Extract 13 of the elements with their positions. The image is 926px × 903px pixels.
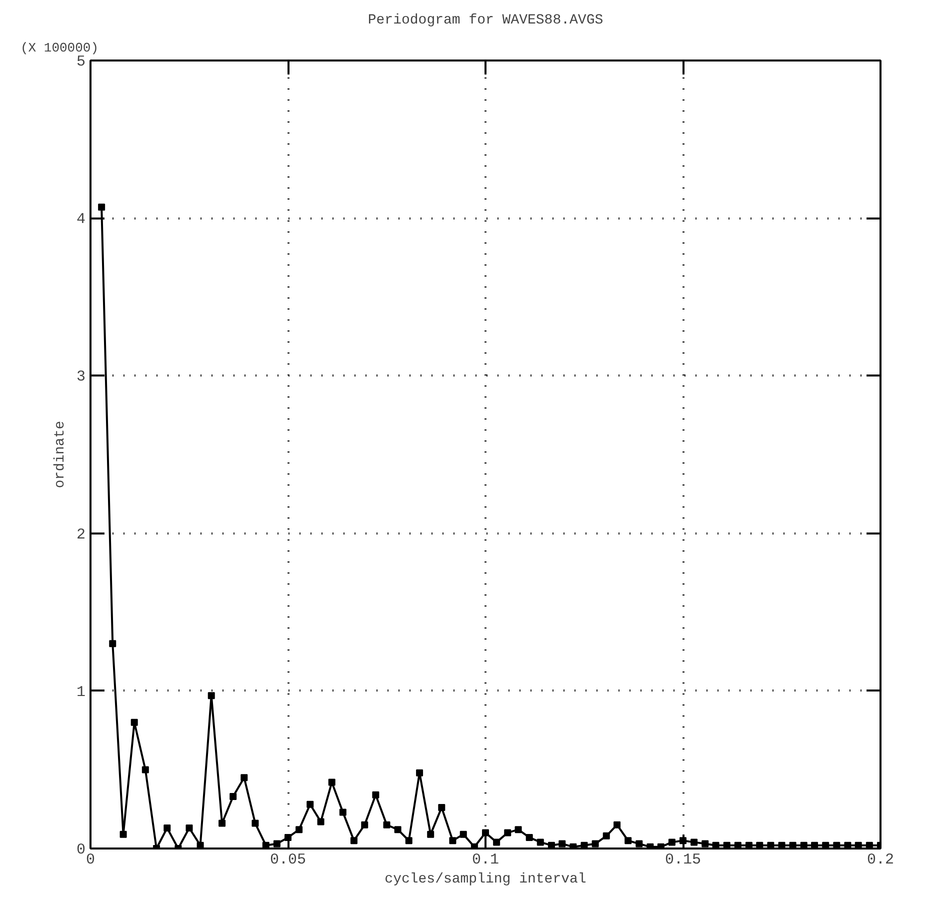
y-tick-label: 2 bbox=[76, 526, 86, 544]
y-tick-label: 5 bbox=[76, 54, 86, 70]
y-tick-label: 1 bbox=[76, 684, 86, 701]
y-axis-title: ordinate bbox=[52, 420, 68, 488]
x-axis-title: cycles/sampling interval bbox=[384, 872, 586, 888]
text: (X 100000) bbox=[20, 40, 99, 56]
y-tick-label: 3 bbox=[76, 368, 86, 386]
chart-title: Periodogram for WAVES88.AVGS bbox=[368, 12, 604, 28]
y-tick-label: 4 bbox=[76, 211, 86, 228]
x-tick-label: 0.15 bbox=[664, 852, 702, 868]
x-tick-label: 0.2 bbox=[867, 852, 894, 868]
x-tick-label: 0.1 bbox=[472, 852, 500, 868]
x-tick-label: 0.05 bbox=[270, 852, 306, 868]
